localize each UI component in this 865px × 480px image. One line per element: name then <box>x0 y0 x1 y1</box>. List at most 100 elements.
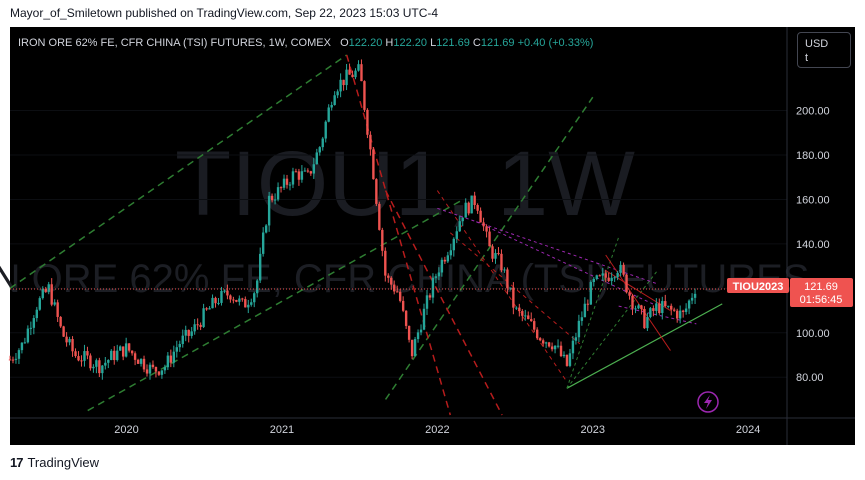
currency-unit-button[interactable]: USD t <box>797 32 851 68</box>
candle-body <box>571 340 575 354</box>
candle-body <box>121 346 125 357</box>
candle-body <box>652 308 655 311</box>
candle-body <box>565 354 569 366</box>
candle-body <box>59 316 62 327</box>
candle-body <box>351 74 354 78</box>
candle-body <box>113 350 116 361</box>
candle-body <box>592 278 595 283</box>
candle-body <box>345 69 348 86</box>
candle-body <box>154 367 158 372</box>
candle-body <box>124 343 128 357</box>
candle-body <box>619 264 622 273</box>
candle-body <box>229 295 232 300</box>
candle-body <box>434 276 438 278</box>
high-value: 122.20 <box>393 37 427 49</box>
candle-body <box>253 293 256 303</box>
currency-line2: t <box>805 52 809 64</box>
candle-body <box>62 326 65 337</box>
price-tag-price: 121.69 <box>804 281 838 293</box>
candle-body <box>473 195 476 206</box>
candle-body <box>193 324 196 332</box>
flash-icon[interactable] <box>697 391 719 413</box>
candle-body <box>422 308 426 330</box>
candle-body <box>14 358 18 360</box>
candle-body <box>673 309 676 311</box>
candle-body <box>74 351 77 357</box>
candle-body <box>425 295 429 309</box>
candle-body <box>187 329 190 336</box>
candle-body <box>428 295 432 298</box>
candle-body <box>8 359 12 361</box>
candle-body <box>610 277 613 281</box>
channel-red-3 <box>436 190 568 382</box>
candle-body <box>401 300 405 311</box>
candle-body <box>348 69 351 75</box>
x-tick-label: 2020 <box>114 424 138 436</box>
candle-body <box>199 324 202 327</box>
candle-body <box>291 171 295 185</box>
candle-body <box>604 273 607 278</box>
candles <box>8 59 697 380</box>
candle-body <box>485 226 488 232</box>
candle-body <box>166 355 170 368</box>
candle-body <box>375 179 378 204</box>
candle-body <box>247 304 250 308</box>
candle-body <box>464 202 467 218</box>
candle-body <box>667 305 670 307</box>
close-value: 121.69 <box>480 37 515 49</box>
candle-body <box>306 170 310 172</box>
candle-body <box>202 308 205 327</box>
candle-body <box>512 287 515 308</box>
candle-body <box>396 291 399 293</box>
candle-body <box>333 95 336 105</box>
candle-body <box>458 221 461 232</box>
candle-body <box>675 310 679 319</box>
x-tick-label: 2023 <box>581 424 605 436</box>
currency-line1: USD <box>805 38 829 50</box>
channel-upper-green <box>9 54 348 289</box>
candle-body <box>553 345 557 350</box>
candle-body <box>297 171 301 180</box>
candle-body <box>583 303 587 318</box>
candle-body <box>366 109 369 135</box>
candle-body <box>127 343 131 351</box>
candle-body <box>330 104 333 108</box>
candle-body <box>678 310 682 319</box>
candle-body <box>256 280 259 294</box>
candle-body <box>538 338 542 341</box>
candle-body <box>625 274 628 293</box>
candle-body <box>503 269 506 271</box>
candle-body <box>92 366 95 369</box>
candle-body <box>452 238 455 251</box>
candle-body <box>11 359 15 361</box>
candle-body <box>65 336 68 343</box>
candle-body <box>110 350 113 361</box>
candle-body <box>684 308 688 312</box>
candle-body <box>336 91 339 96</box>
candle-body <box>506 269 509 289</box>
candle-body <box>661 301 664 313</box>
candle-body <box>148 364 152 374</box>
candle-body <box>664 301 667 307</box>
candle-body <box>607 277 610 281</box>
candle-body <box>23 342 27 344</box>
x-tick-label: 2021 <box>270 424 294 436</box>
y-tick-label: 140.00 <box>796 239 830 251</box>
candle-body <box>658 303 661 313</box>
candle-body <box>29 327 33 329</box>
candle-body <box>32 318 36 328</box>
tradingview-brand: TradingView <box>27 455 100 470</box>
candle-body <box>372 149 375 180</box>
candle-body <box>437 272 441 277</box>
candle-body <box>217 302 220 304</box>
candle-body <box>363 81 366 110</box>
candle-body <box>47 284 50 292</box>
candle-body <box>407 325 411 340</box>
watermark-big: TIOU1, 1W <box>175 133 635 235</box>
candle-body <box>89 355 92 369</box>
candle-body <box>178 343 181 348</box>
support-uptrend-green <box>566 303 723 389</box>
tradingview-logo[interactable]: 17 TradingView <box>10 455 99 470</box>
candle-body <box>524 315 527 317</box>
